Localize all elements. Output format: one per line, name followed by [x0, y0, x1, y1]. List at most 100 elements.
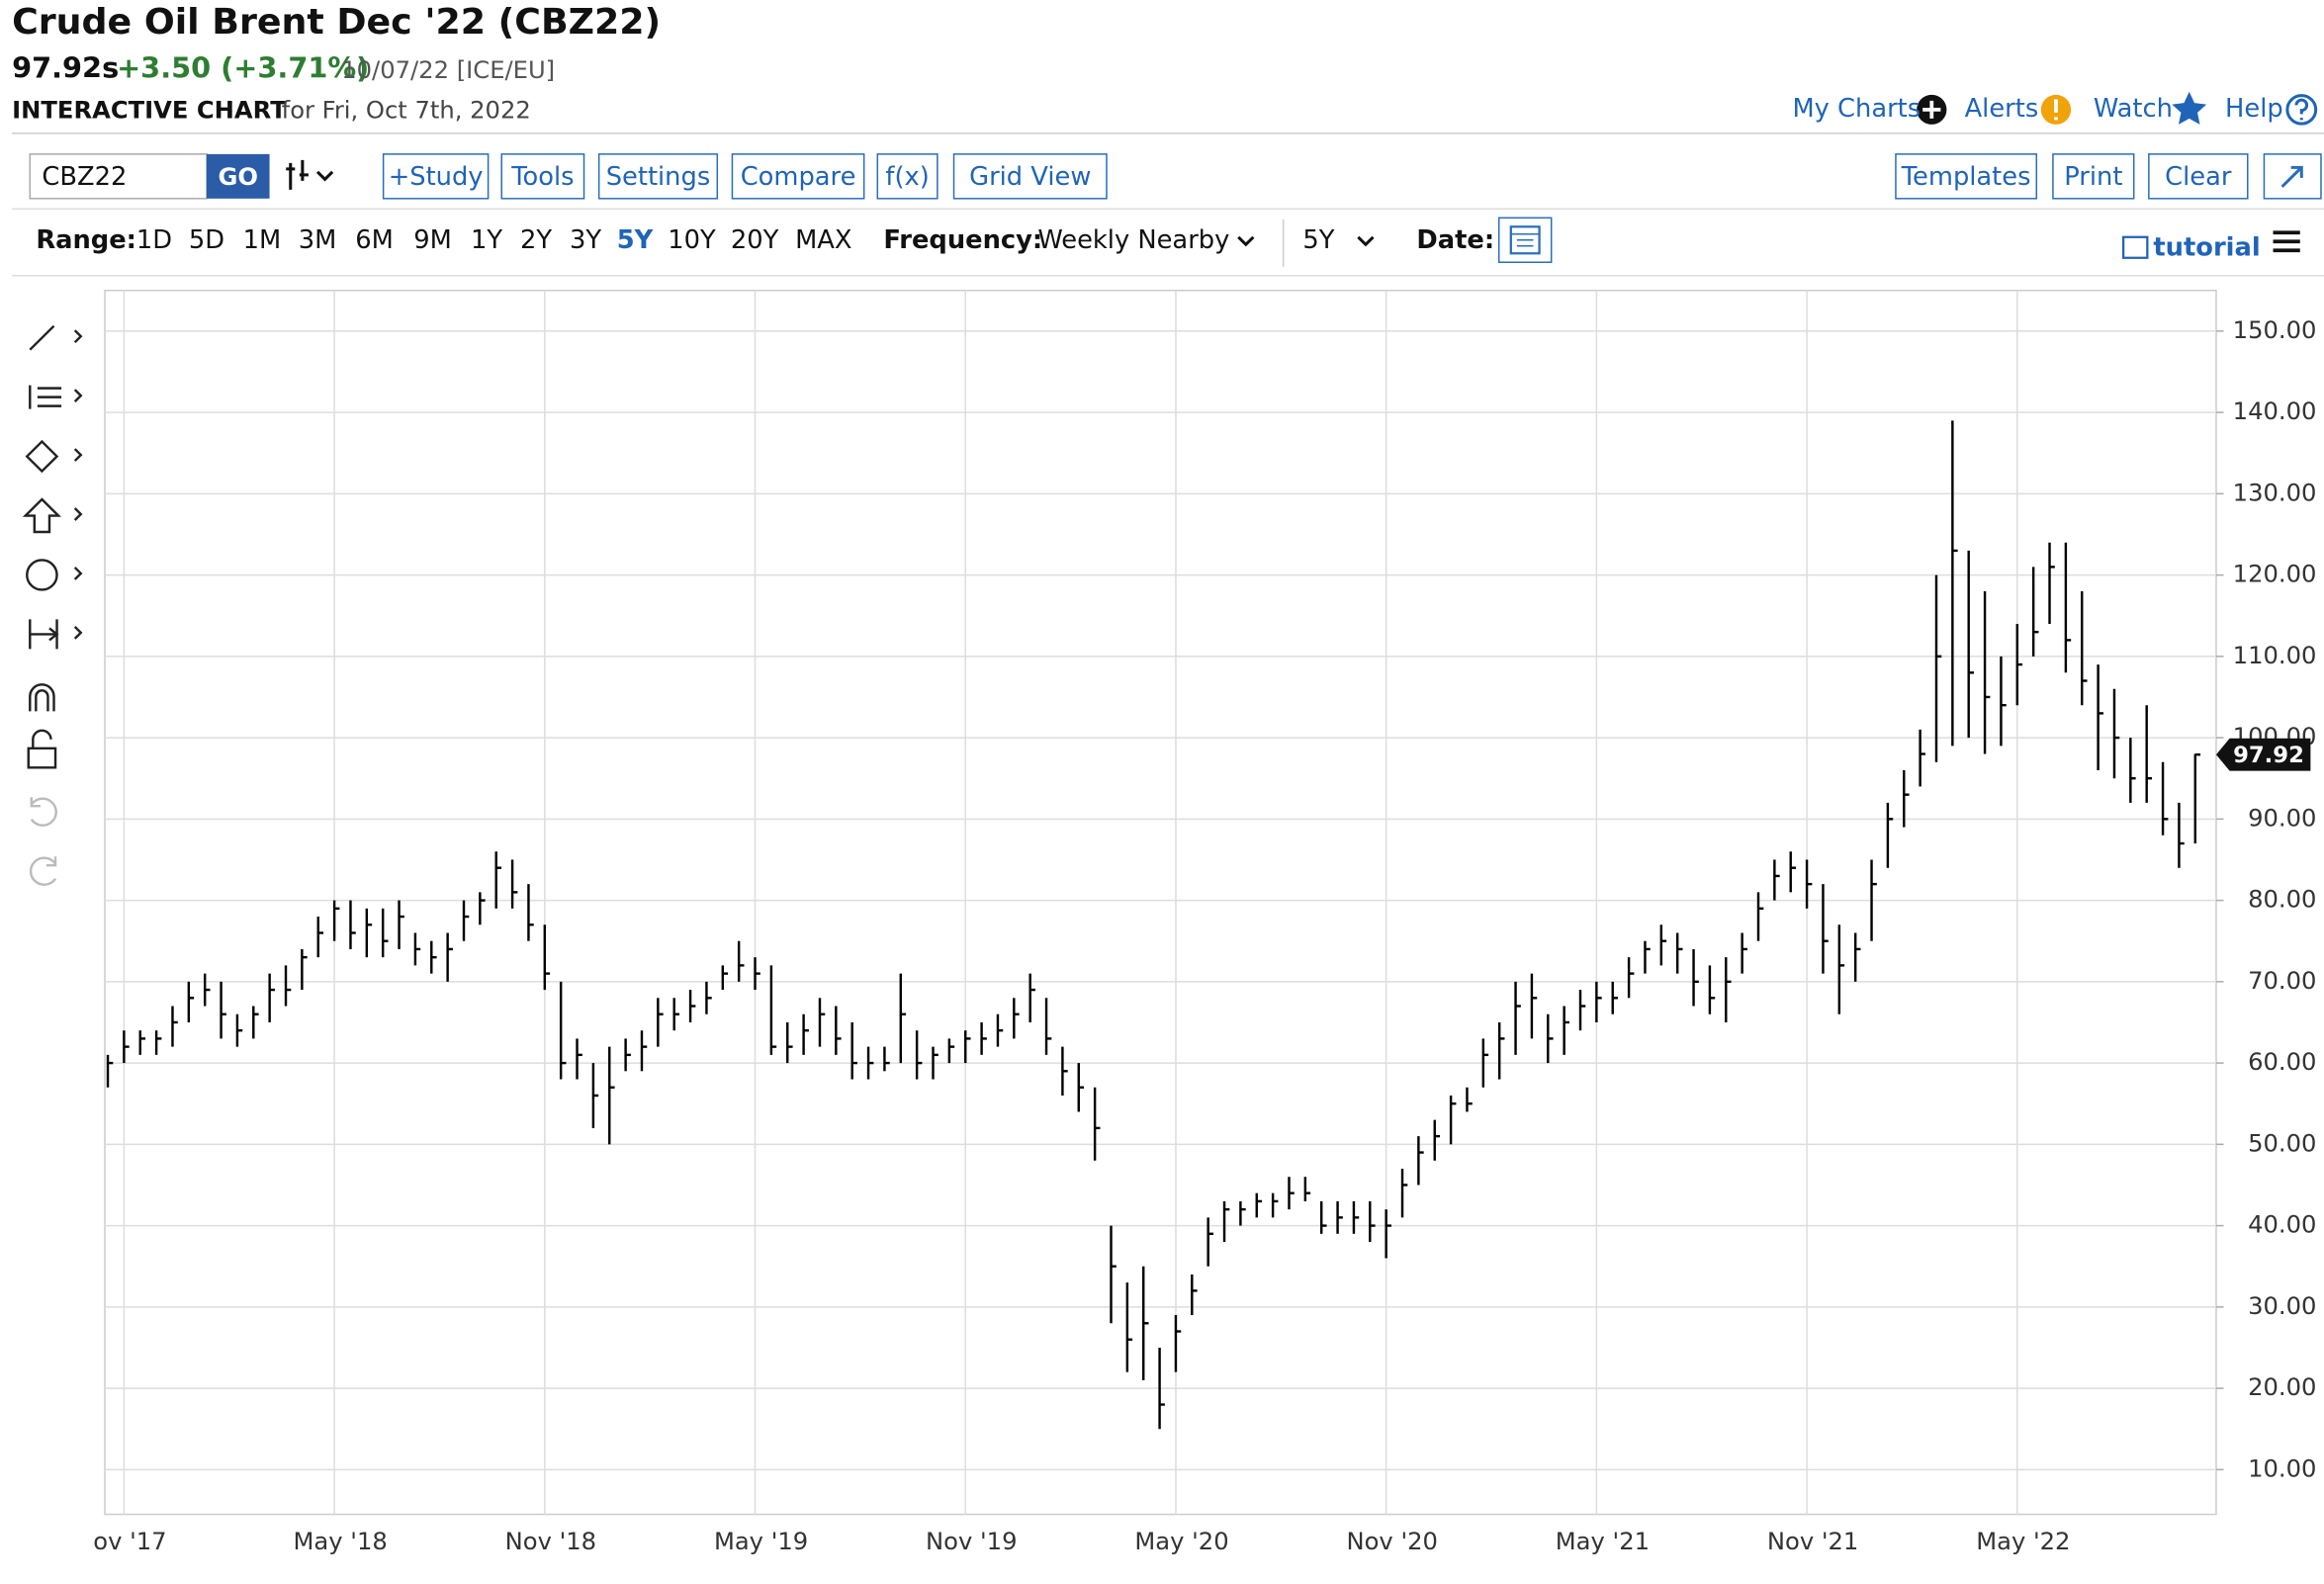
date-button[interactable]: [1497, 217, 1553, 264]
toolbar-button[interactable]: [597, 153, 719, 200]
icon: [1510, 233, 1540, 247]
range-label: Range:: [36, 225, 136, 255]
range-option[interactable]: 10Y: [668, 225, 716, 255]
nav-link[interactable]: Help: [2225, 94, 2283, 124]
range-option[interactable]: 3M: [299, 225, 337, 255]
x-tick-label: May '18: [294, 1528, 388, 1555]
frequency-label: Frequency:: [883, 225, 1042, 255]
y-tick-label: 90.00: [2248, 804, 2316, 832]
y-tick-label: 10.00: [2248, 1454, 2316, 1482]
icon: [2121, 235, 2149, 259]
button-label: f(x): [885, 162, 929, 192]
menu-icon[interactable]: [2273, 230, 2300, 253]
icon: [2294, 98, 2309, 121]
y-tick-label: 50.00: [2248, 1129, 2316, 1157]
undo-redo[interactable]: [29, 797, 57, 886]
tutorial-link[interactable]: tutorial: [2153, 233, 2260, 263]
button-label: Clear: [2165, 162, 2232, 192]
button-label: Templates: [1901, 162, 2031, 192]
toolbar-button[interactable]: [500, 153, 585, 200]
toolbar-button[interactable]: [2148, 153, 2249, 200]
range-option[interactable]: 3Y: [570, 225, 601, 255]
button-label: Grid View: [969, 162, 1091, 192]
x-tick-label: Nov '21: [1767, 1528, 1858, 1555]
period-value[interactable]: 5Y: [1302, 225, 1334, 255]
go-button[interactable]: [206, 153, 270, 199]
toolbar-button[interactable]: [952, 153, 1108, 200]
button-label: Tools: [510, 162, 574, 192]
icon: [1509, 225, 1541, 255]
tool-icon[interactable]: [29, 683, 55, 712]
nav-icons: [1917, 91, 2318, 126]
range-option[interactable]: 5D: [189, 225, 224, 255]
tool-icon[interactable]: [27, 729, 57, 769]
nav-link[interactable]: Alerts: [1965, 94, 2039, 124]
x-tick-label: May '21: [1556, 1528, 1650, 1555]
button-label: Print: [2064, 162, 2122, 192]
range-option[interactable]: 6M: [355, 225, 394, 255]
price: 97.92s: [12, 51, 119, 85]
chart-label: INTERACTIVE CHART: [12, 96, 287, 124]
toolbar-button[interactable]: [2052, 153, 2135, 200]
go-text: GO: [219, 163, 258, 191]
y-tick-label: 130.00: [2233, 479, 2317, 506]
x-tick-label: Nov '18: [505, 1528, 596, 1555]
toolbar-button[interactable]: [1895, 153, 2038, 200]
x-tick-label: May '20: [1134, 1528, 1228, 1555]
drawing-tools: [22, 324, 83, 886]
nav-link[interactable]: Watch: [2094, 94, 2173, 124]
range-option[interactable]: 1Y: [471, 225, 502, 255]
range-option[interactable]: 1D: [136, 225, 172, 255]
x-tick-label: Nov '20: [1346, 1528, 1437, 1555]
quote-info: 10/07/22 [ICE/EU]: [341, 56, 555, 84]
chart-date: for Fri, Oct 7th, 2022: [282, 96, 531, 124]
toolbar-button[interactable]: [382, 153, 490, 200]
symbol-input[interactable]: [29, 153, 208, 200]
icon: [1922, 100, 1941, 119]
button-label: Compare: [741, 162, 856, 192]
frequency-value[interactable]: Weekly Nearby: [1037, 225, 1229, 255]
y-tick-label: 140.00: [2233, 397, 2317, 425]
x-tick-label: May '22: [1976, 1528, 2070, 1555]
icon: [2285, 94, 2318, 126]
y-tick-label: 40.00: [2248, 1211, 2316, 1239]
range-option[interactable]: MAX: [795, 225, 851, 255]
title: Crude Oil Brent Dec '22 (CBZ22): [12, 0, 661, 43]
toolbar-button[interactable]: [731, 153, 865, 200]
range-option[interactable]: 20Y: [731, 225, 779, 255]
y-tick-label: 20.00: [2248, 1373, 2316, 1401]
tool-icon[interactable]: [29, 385, 62, 409]
tool-icon[interactable]: [29, 324, 55, 351]
y-tick-label: 120.00: [2233, 561, 2317, 588]
symbol-text: CBZ22: [42, 162, 127, 192]
x-tick-label: ov '17: [93, 1528, 166, 1555]
change: +3.50 (+3.71%): [117, 51, 369, 85]
chart-type-icon[interactable]: [286, 159, 334, 190]
x-tick-label: May '19: [714, 1528, 808, 1555]
range-option[interactable]: 5Y: [617, 225, 654, 255]
last-price-label: 97.92: [2233, 743, 2304, 768]
toolbar-button[interactable]: [876, 153, 939, 200]
chevron: [1237, 235, 1375, 247]
y-tick-label: 80.00: [2248, 886, 2316, 914]
tool-icon[interactable]: [22, 497, 61, 534]
y-tick-label: 70.00: [2248, 967, 2316, 995]
icon: [2172, 91, 2207, 125]
chevron[interactable]: [73, 329, 83, 640]
y-tick-label: 110.00: [2233, 642, 2317, 669]
date-label: Date:: [1416, 225, 1494, 255]
nav-link[interactable]: My Charts: [1792, 94, 1921, 124]
button-label: +Study: [389, 162, 484, 192]
tool-icon[interactable]: [29, 619, 59, 650]
last-price-tag: [2215, 738, 2311, 771]
range-option[interactable]: 2Y: [520, 225, 552, 255]
range-option[interactable]: 1M: [243, 225, 282, 255]
tool-icon[interactable]: [25, 439, 59, 474]
plot-frame: [104, 289, 2217, 1516]
tool-icon[interactable]: [26, 559, 58, 591]
x-tick-label: Nov '19: [926, 1528, 1017, 1555]
range-option[interactable]: 9M: [413, 225, 452, 255]
icon: [2280, 165, 2303, 188]
